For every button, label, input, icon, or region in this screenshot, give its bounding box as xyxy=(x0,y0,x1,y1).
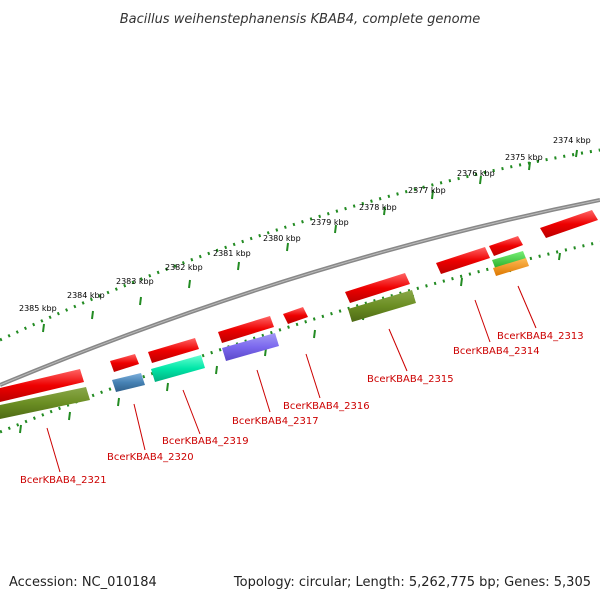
tick-label: 2380 kbp xyxy=(263,234,301,243)
genome-summary-text: Topology: circular; Length: 5,262,775 bp… xyxy=(233,575,591,590)
tick-mark xyxy=(139,296,142,306)
gene-block[interactable] xyxy=(489,236,523,256)
gene-label: BcerKBAB4_2319 xyxy=(162,436,249,447)
gene-block[interactable] xyxy=(222,333,279,361)
tick-mark xyxy=(431,189,434,200)
leader-line xyxy=(46,427,61,473)
tick-mark xyxy=(188,279,191,289)
gene-block[interactable] xyxy=(218,316,274,343)
tick-mark xyxy=(68,411,71,421)
gene-block[interactable] xyxy=(0,369,84,402)
gene-label: BcerKBAB4_2321 xyxy=(20,475,107,486)
leader-line xyxy=(133,403,146,451)
leader-line xyxy=(474,299,491,343)
tick-mark xyxy=(383,206,386,216)
tick-labels: 2374 kbp 2375 kbp 2376 kbp 2377 kbp 2378… xyxy=(19,136,591,313)
tick-label: 2376 kbp xyxy=(457,169,495,178)
tick-mark xyxy=(215,365,218,375)
tick-label: 2384 kbp xyxy=(67,291,105,300)
gene-label: BcerKBAB4_2320 xyxy=(107,452,194,463)
tick-label: 2379 kbp xyxy=(311,218,349,227)
tick-label: 2375 kbp xyxy=(505,153,543,162)
tick-mark xyxy=(166,382,169,392)
tick-mark xyxy=(237,261,240,271)
gene-block[interactable] xyxy=(151,355,205,382)
gene-leader-lines xyxy=(46,285,537,473)
tick-mark xyxy=(460,277,463,287)
tick-label: 2383 kbp xyxy=(116,277,154,286)
gene-block[interactable] xyxy=(283,307,308,324)
accession-text: Accession: NC_010184 xyxy=(9,575,157,590)
tick-marks xyxy=(42,149,578,333)
gene-labels: BcerKBAB4_2313 BcerKBAB4_2314 BcerKBAB4_… xyxy=(20,331,584,486)
tick-mark xyxy=(313,329,316,339)
gene-label: BcerKBAB4_2313 xyxy=(497,331,584,342)
gene-block[interactable] xyxy=(112,373,145,392)
gene-label: BcerKBAB4_2316 xyxy=(283,401,370,412)
tick-label: 2381 kbp xyxy=(213,249,251,258)
leader-line xyxy=(388,328,408,372)
tick-mark xyxy=(286,242,289,252)
gene-block[interactable] xyxy=(110,354,139,372)
tick-mark xyxy=(558,252,561,261)
gene-label: BcerKBAB4_2315 xyxy=(367,374,454,385)
leader-line xyxy=(305,353,321,399)
leader-line xyxy=(256,369,271,413)
gene-blocks-red xyxy=(0,210,598,402)
tick-mark xyxy=(479,175,482,185)
tick-label: 2385 kbp xyxy=(19,304,57,313)
gene-block[interactable] xyxy=(345,273,410,303)
gene-label: BcerKBAB4_2317 xyxy=(232,416,319,427)
tick-label: 2377 kbp xyxy=(408,186,446,195)
gene-blocks-colored xyxy=(0,251,529,419)
tick-label: 2378 kbp xyxy=(359,203,397,212)
gene-block[interactable] xyxy=(148,338,199,363)
gene-block[interactable] xyxy=(492,251,527,270)
map-title: Bacillus weihenstephanensis KBAB4, compl… xyxy=(120,12,481,27)
gene-label: BcerKBAB4_2314 xyxy=(453,346,540,357)
tick-label: 2382 kbp xyxy=(165,263,203,272)
gene-block[interactable] xyxy=(436,247,490,274)
tick-mark xyxy=(117,397,120,407)
tick-mark xyxy=(575,149,578,158)
gene-block[interactable] xyxy=(493,258,529,276)
gene-block[interactable] xyxy=(348,290,416,322)
tick-mark xyxy=(334,224,337,234)
tick-mark xyxy=(528,161,531,171)
tick-mark xyxy=(42,323,45,333)
gene-block[interactable] xyxy=(540,210,598,238)
tick-mark xyxy=(19,424,22,434)
tick-mark xyxy=(91,310,94,320)
leader-line xyxy=(182,389,201,435)
gene-block[interactable] xyxy=(0,387,90,419)
tick-label: 2374 kbp xyxy=(553,136,591,145)
leader-line xyxy=(517,285,537,329)
